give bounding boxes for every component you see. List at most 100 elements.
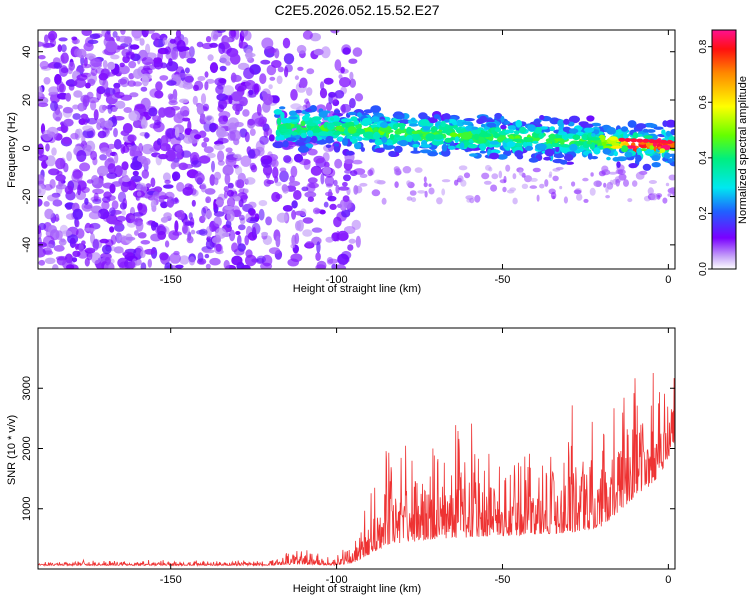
spectrogram-cell (647, 187, 654, 196)
spectrogram-cell (107, 61, 116, 70)
spectrogram-cell (222, 164, 234, 176)
spectrogram-cell (521, 183, 529, 189)
y-tick-label: 1000 (21, 497, 33, 521)
spectrogram-cell (169, 38, 176, 44)
spectrogram-cell (281, 117, 292, 124)
spectrogram-cell (283, 53, 295, 65)
spectrogram-cell (431, 128, 436, 133)
spectrogram-cell (593, 147, 601, 155)
spectrogram-cell (483, 180, 492, 185)
spectrogram-cell (340, 66, 345, 74)
spectrogram-cell (194, 172, 205, 184)
spectrogram-cell (219, 65, 227, 72)
spectrogram-cell (632, 180, 638, 187)
spectrogram-y-ticks: -40 -20 0 20 40 (21, 46, 675, 253)
y-tick-label: 3000 (21, 376, 33, 400)
spectrogram-cell (651, 155, 661, 162)
spectrogram-cell (72, 113, 81, 120)
spectrogram-cell (174, 220, 179, 233)
spectrogram-cell (97, 208, 110, 220)
spectrogram-cell (85, 82, 91, 89)
spectrogram-cell (562, 126, 571, 133)
spectrogram-cell (344, 159, 354, 165)
spectrogram-cell (256, 255, 267, 264)
spectrogram-cell (297, 66, 304, 71)
spectrogram-cell (228, 95, 233, 105)
spectrogram-cell (82, 95, 90, 107)
spectrogram-cell (176, 182, 185, 192)
spectrogram-cell (549, 126, 555, 131)
spectrogram-cell (315, 120, 322, 124)
spectrogram-cell (320, 173, 325, 185)
spectrogram-cell (190, 188, 197, 196)
spectrogram-cell (129, 215, 136, 220)
spectrogram-cell (627, 120, 637, 128)
spectrogram-cell (75, 219, 80, 228)
spectrogram-cell (241, 30, 248, 37)
spectrogram-cell (297, 145, 310, 153)
spectrogram-cell (209, 257, 221, 266)
spectrogram-cell (76, 48, 87, 59)
spectrogram-cell (338, 74, 343, 79)
spectrogram-y-label: Frequency (Hz) (6, 112, 18, 188)
spectrogram-cell (491, 127, 496, 134)
spectrogram-cell (252, 227, 257, 239)
spectrogram-cell (374, 179, 382, 184)
spectrogram-cell (186, 84, 194, 89)
spectrogram-cell (608, 136, 618, 141)
spectrogram-cell (395, 128, 408, 134)
spectrogram-cell (201, 213, 207, 221)
spectrogram-cell (217, 150, 225, 163)
spectrogram-cell (239, 101, 245, 106)
spectrogram-cell (318, 131, 329, 137)
spectrogram-cell (204, 114, 215, 124)
spectrogram-cell (90, 67, 98, 77)
spectrogram-cell (333, 179, 338, 187)
spectrogram-cell (469, 153, 478, 157)
spectrogram-cell (532, 167, 541, 173)
spectrogram-cell (606, 156, 611, 161)
spectrogram-cell (178, 72, 187, 78)
spectrogram-cell (125, 52, 135, 60)
spectrogram-cell (44, 34, 49, 43)
spectrogram-cell (269, 76, 276, 81)
spectrogram-cell (213, 216, 222, 228)
spectrogram-cell (668, 174, 675, 181)
spectrogram-cell (653, 126, 664, 130)
spectrogram-cell (177, 46, 190, 52)
spectrogram-cell (533, 126, 542, 134)
spectrogram-cell (649, 145, 655, 150)
spectrogram-cell (199, 228, 208, 236)
spectrogram-cell (171, 171, 181, 181)
spectrogram-cell (459, 142, 465, 150)
spectrogram-cell (478, 136, 486, 144)
spectrogram-cell (593, 180, 602, 187)
spectrogram-cell (174, 126, 180, 138)
spectrogram-cell (158, 107, 167, 118)
spectrogram-cell (240, 195, 249, 200)
spectrogram-cell (295, 220, 301, 231)
spectrogram-cell (231, 255, 243, 266)
spectrogram-cell (211, 236, 222, 244)
spectrogram-cell (563, 153, 574, 162)
spectrogram-cell (625, 145, 637, 149)
spectrogram-cell (559, 159, 568, 165)
spectrogram-cell (211, 160, 215, 173)
spectrogram-cell (109, 183, 116, 194)
spectrogram-cell (583, 198, 589, 203)
spectrogram-cell (113, 139, 122, 150)
spectrogram-cell (107, 163, 116, 175)
spectrogram-cell (100, 147, 111, 154)
spectrogram-cell (320, 81, 325, 90)
spectrogram-cell (449, 136, 456, 141)
spectrogram-cell (328, 91, 336, 98)
spectrogram-cell (402, 166, 412, 174)
spectrogram-cell (544, 179, 549, 187)
spectrogram-cell (258, 200, 268, 207)
spectrogram-cell (324, 175, 335, 187)
spectrogram-cell (304, 108, 312, 113)
spectrogram-cell (249, 128, 256, 136)
spectrogram-cell (111, 200, 119, 210)
spectrogram-cell (319, 88, 328, 99)
spectrogram-cell (179, 98, 189, 104)
